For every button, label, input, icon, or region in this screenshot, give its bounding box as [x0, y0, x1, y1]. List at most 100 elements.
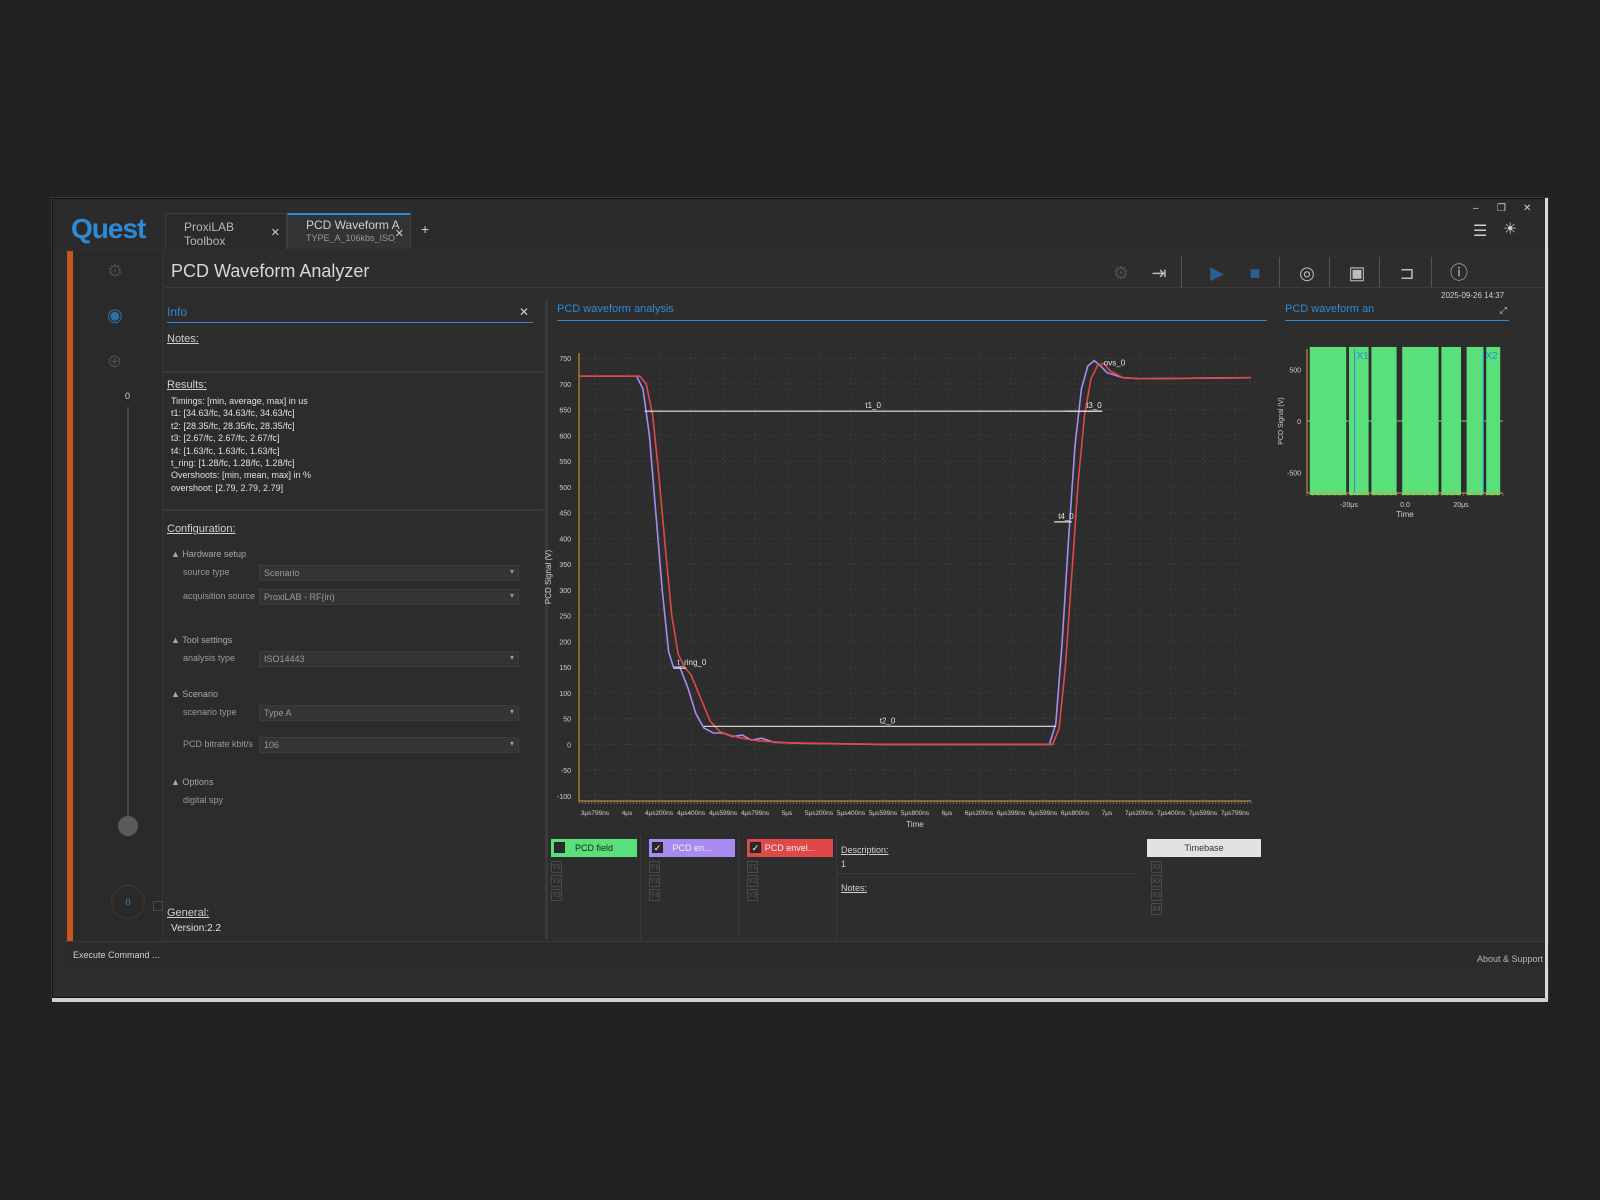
cursor-slot[interactable]: Y2: [551, 875, 562, 887]
mini-panel-title: PCD waveform an: [1285, 303, 1375, 315]
minimize-icon[interactable]: –: [1473, 203, 1479, 214]
y-tick-label: 50: [563, 717, 571, 724]
x-tick-label: 4μs: [622, 810, 633, 817]
gear-icon[interactable]: ⚙: [1112, 263, 1130, 283]
tab-close-icon[interactable]: ✕: [270, 227, 280, 239]
mini-x-tick-label: 0.0: [1400, 502, 1410, 509]
timing-marker-label: t2_0: [880, 716, 896, 725]
expand-icon[interactable]: ⤢: [1499, 305, 1507, 315]
rail-slider-track[interactable]: [127, 407, 129, 817]
legend-checkbox[interactable]: [554, 842, 565, 853]
timing-marker-label: t3_0: [1086, 401, 1102, 410]
cursor-slot[interactable]: Y1: [551, 861, 562, 873]
tab-close-icon[interactable]: ✕: [394, 228, 404, 240]
description-value[interactable]: 1: [841, 859, 847, 869]
rail-bottom-button[interactable]: 0: [111, 885, 145, 919]
theme-toggle-icon[interactable]: ☀: [1503, 221, 1518, 238]
legend-chip-pcd-envelope-b[interactable]: ✓ PCD envel...: [747, 839, 833, 857]
chart-panel-header: PCD waveform analysis: [557, 303, 1267, 321]
y-tick-label: 100: [559, 691, 571, 698]
legend-checkbox-checked[interactable]: ✓: [652, 842, 663, 853]
series-line-pcd-envelope-a: [579, 359, 1252, 746]
digital-spy-checkbox[interactable]: [153, 901, 163, 911]
execute-command-button[interactable]: Execute Command ...: [73, 950, 160, 960]
cursor-slot[interactable]: X2: [1151, 875, 1162, 887]
timebase-button[interactable]: Timebase: [1147, 839, 1261, 857]
acquisition-source-label: acquisition source: [183, 591, 256, 601]
chevron-down-icon: ▾: [509, 567, 514, 576]
legend-chip-pcd-field[interactable]: PCD field: [551, 839, 637, 857]
tab-pcd-waveform[interactable]: PCD Waveform A TYPE_A_106kbs_ISO_i ✕: [287, 213, 411, 249]
cursor-slot[interactable]: Y2: [649, 875, 660, 887]
x-tick-label: 4μs400ns: [677, 810, 706, 817]
hamburger-menu-icon[interactable]: ☰: [1473, 223, 1488, 240]
source-type-label: source type: [183, 567, 230, 577]
y-tick-label: 400: [559, 536, 571, 543]
save-icon[interactable]: ▣: [1348, 263, 1366, 283]
legend-label: PCD field: [574, 843, 613, 853]
eye-icon[interactable]: ◎: [1299, 263, 1315, 283]
play-icon[interactable]: ▶: [1210, 263, 1224, 283]
help-icon[interactable]: ⓘ: [1450, 263, 1468, 283]
rail-slider-thumb[interactable]: [118, 816, 138, 836]
group-tool-settings[interactable]: ▲ Tool settings: [171, 635, 233, 645]
cursor-slot[interactable]: Y3: [649, 889, 660, 901]
description-box: Description: 1 Notes:: [837, 839, 1137, 939]
panel-splitter[interactable]: [545, 299, 548, 939]
x-tick-label: 3μs799ns: [581, 810, 610, 817]
mini-waveform-chart[interactable]: -500 0 500 -20μs 0.0 20μs X1 X2 Time PCD Signal (…: [1271, 335, 1513, 535]
mini-y-axis-label: PCD Signal (V): [1278, 397, 1285, 444]
add-tab-icon[interactable]: +: [421, 221, 430, 237]
tab-proxilab-toolbox[interactable]: ProxiLAB Toolbox ✕: [165, 213, 287, 249]
crosshair-icon[interactable]: ⊕: [107, 351, 123, 371]
about-support-link[interactable]: About & Support: [1476, 954, 1543, 964]
cursor-slot[interactable]: Y1: [649, 861, 660, 873]
y-tick-label: 0: [567, 742, 571, 749]
source-type-select[interactable]: Scenario ▾: [259, 565, 519, 581]
header-divider: [165, 287, 1549, 288]
analysis-type-select[interactable]: ISO14443 ▾: [259, 651, 519, 667]
cursor-label: X1: [1357, 351, 1370, 362]
legend-checkbox-checked[interactable]: ✓: [750, 842, 761, 853]
y-tick-label: 600: [559, 433, 571, 440]
close-window-icon[interactable]: ✕: [1523, 203, 1532, 214]
acquisition-source-select[interactable]: ProxiLAB - RF(in) ▾: [259, 589, 519, 605]
toolbar-separator: [1431, 257, 1432, 287]
cursor-slot[interactable]: X4: [1151, 903, 1162, 915]
results-line: t1: [34.63/fc, 34.63/fc, 34.63/fc]: [171, 408, 295, 419]
group-options[interactable]: ▲ Options: [171, 777, 214, 787]
close-icon[interactable]: ✕: [518, 305, 529, 319]
rail-slider-value: 0: [125, 391, 131, 401]
select-value: ProxiLAB - RF(in): [264, 592, 335, 602]
restore-icon[interactable]: ❐: [1497, 203, 1506, 214]
legend-chip-pcd-envelope-a[interactable]: ✓ PCD en...: [649, 839, 735, 857]
cursor-slot[interactable]: Y3: [747, 889, 758, 901]
cursor-slot[interactable]: Y3: [551, 889, 562, 901]
pcd-bitrate-select[interactable]: 106 ▾: [259, 737, 519, 753]
scenario-type-select[interactable]: Type A ▾: [259, 705, 519, 721]
stop-icon[interactable]: ■: [1249, 263, 1261, 283]
exit-icon[interactable]: ⇥: [1151, 263, 1167, 283]
group-hardware-setup[interactable]: ▲ Hardware setup: [171, 549, 246, 559]
y-tick-label: 150: [559, 665, 571, 672]
results-line: t4: [1.63/fc, 1.63/fc, 1.63/fc]: [171, 445, 280, 456]
play-circle-icon[interactable]: ◉: [107, 305, 123, 325]
results-line: t2: [28.35/fc, 28.35/fc, 28.35/fc]: [171, 420, 295, 431]
toolbar-separator: [1181, 257, 1182, 287]
pcd-bitrate-label: PCD bitrate kbit/s: [183, 739, 254, 749]
gear-icon[interactable]: ⚙: [107, 261, 124, 281]
cursor-slot[interactable]: Y2: [747, 875, 758, 887]
cursor-slot[interactable]: Y1: [747, 861, 758, 873]
x-tick-label: 6μs399ns: [997, 810, 1026, 817]
y-tick-label: -100: [557, 794, 571, 801]
description-divider: [837, 873, 1137, 874]
cursor-slot[interactable]: X3: [1151, 889, 1162, 901]
cursor-slot[interactable]: X1: [1151, 861, 1162, 873]
tab-label: ProxiLAB Toolbox: [184, 220, 235, 248]
folder-icon[interactable]: ⊐: [1399, 263, 1415, 283]
legend-label: PCD envel...: [764, 843, 816, 853]
page-title: PCD Waveform Analyzer: [171, 261, 370, 281]
group-label: Options: [182, 777, 214, 787]
group-scenario[interactable]: ▲ Scenario: [171, 689, 218, 699]
main-waveform-chart[interactable]: -100 -50 0 50 100 150 200 250 300 350 400 450 500 550…: [541, 335, 1261, 835]
